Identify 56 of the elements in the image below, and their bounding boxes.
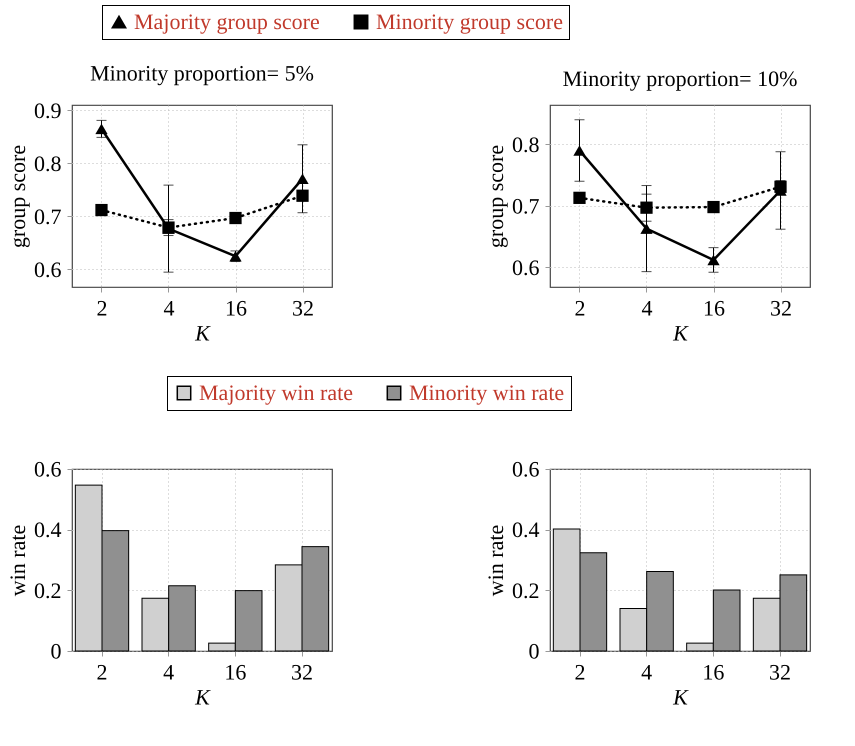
y-axis-title: win rate xyxy=(483,524,508,596)
point xyxy=(640,202,653,214)
x-tick-label: 4 xyxy=(641,296,652,320)
x-tick-label: 2 xyxy=(574,660,586,684)
y-axis-title: win rate xyxy=(5,524,30,596)
x-tick-label: 2 xyxy=(96,296,108,320)
y-tick-label: 0.8 xyxy=(512,132,540,157)
x-tick-label: 32 xyxy=(770,296,792,320)
y-tick-label: 0.4 xyxy=(34,517,62,542)
x-tick-label: 32 xyxy=(769,660,791,684)
x-tick-label: 16 xyxy=(702,660,724,684)
x-tick-label: 16 xyxy=(224,660,246,684)
y-tick-label: 0.6 xyxy=(512,254,540,280)
x-tick-label: 32 xyxy=(292,296,314,320)
y-tick-label: 0.6 xyxy=(512,456,540,482)
point xyxy=(707,254,720,266)
point xyxy=(707,200,720,214)
x-axis-title: K xyxy=(672,320,690,346)
chart-title: Minority proportion= 10% xyxy=(562,66,798,91)
point xyxy=(573,192,586,204)
x-tick-label: 16 xyxy=(703,296,726,320)
x-tick-label: 2 xyxy=(574,296,586,320)
x-tick-label: 32 xyxy=(291,660,313,684)
y-tick-label: 0.4 xyxy=(512,517,540,542)
y-tick-label: 0 xyxy=(50,638,62,664)
chart-title: Minority proportion= 5% xyxy=(90,60,314,86)
y-tick-label: 0.7 xyxy=(34,204,62,229)
y-tick-label: 0.2 xyxy=(512,578,540,603)
point xyxy=(573,145,586,156)
x-axis-title: K xyxy=(672,684,690,710)
legend-label: Majority group score xyxy=(134,9,320,34)
point xyxy=(229,212,242,224)
point xyxy=(640,223,653,234)
x-tick-label: 4 xyxy=(163,660,174,684)
y-tick-label: 0.6 xyxy=(34,256,62,282)
point xyxy=(296,173,309,184)
y-tick-label: 0.8 xyxy=(34,150,62,176)
y-axis-title: group score xyxy=(483,144,508,248)
x-tick-label: 16 xyxy=(225,296,248,320)
x-axis-title: K xyxy=(194,320,212,346)
x-axis-title: K xyxy=(194,684,212,710)
legend-label: Minority group score xyxy=(376,9,563,34)
x-tick-label: 2 xyxy=(96,660,108,684)
x-tick-label: 4 xyxy=(641,660,652,684)
y-tick-label: 0.6 xyxy=(34,456,62,482)
y-tick-label: 0.2 xyxy=(34,578,62,603)
point xyxy=(296,190,309,202)
y-axis-title: group score xyxy=(5,144,30,248)
point xyxy=(95,124,108,134)
x-tick-label: 4 xyxy=(163,296,174,320)
y-tick-label: 0 xyxy=(528,638,540,664)
legend-label: Minority win rate xyxy=(409,380,564,405)
point xyxy=(95,204,108,216)
y-tick-label: 0.9 xyxy=(34,98,62,123)
legend-label: Majority win rate xyxy=(199,380,353,405)
y-tick-label: 0.7 xyxy=(512,193,540,218)
